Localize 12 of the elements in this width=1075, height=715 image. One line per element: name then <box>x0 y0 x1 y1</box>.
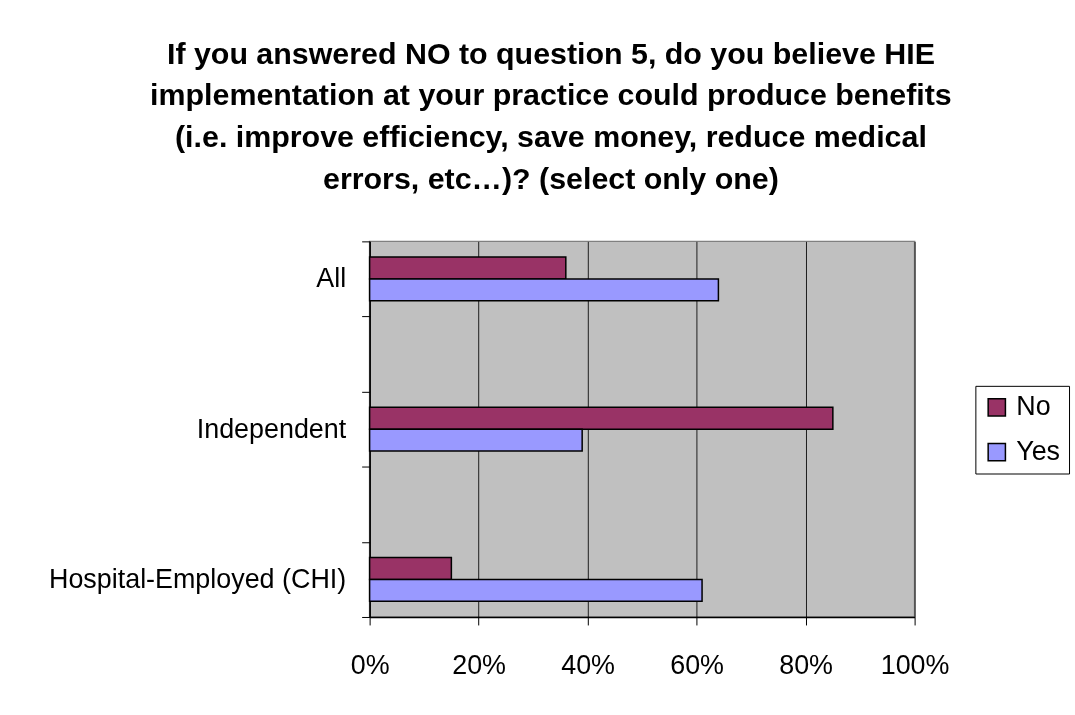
x-tick-label: 80% <box>779 650 833 681</box>
legend-label: No <box>1016 391 1051 422</box>
legend-label: Yes <box>1016 436 1061 467</box>
chart-title: If you answered NO to question 5, do you believe HIE implementation at your practice could produce benefits (i.e. improve efficiency, save money, reduce medical errors, etc…)? (select only one) <box>150 35 952 196</box>
x-tick-label: 100% <box>880 650 950 681</box>
x-tick-label: 20% <box>452 650 507 681</box>
x-tick-label: 0% <box>350 650 390 681</box>
x-tick-label: 60% <box>670 650 724 681</box>
y-tick-label: All <box>316 263 347 294</box>
y-tick-label: Independent <box>196 413 347 444</box>
y-tick-label: Hospital-Employed (CHI) <box>49 563 347 594</box>
x-tick-label: 40% <box>561 650 616 681</box>
